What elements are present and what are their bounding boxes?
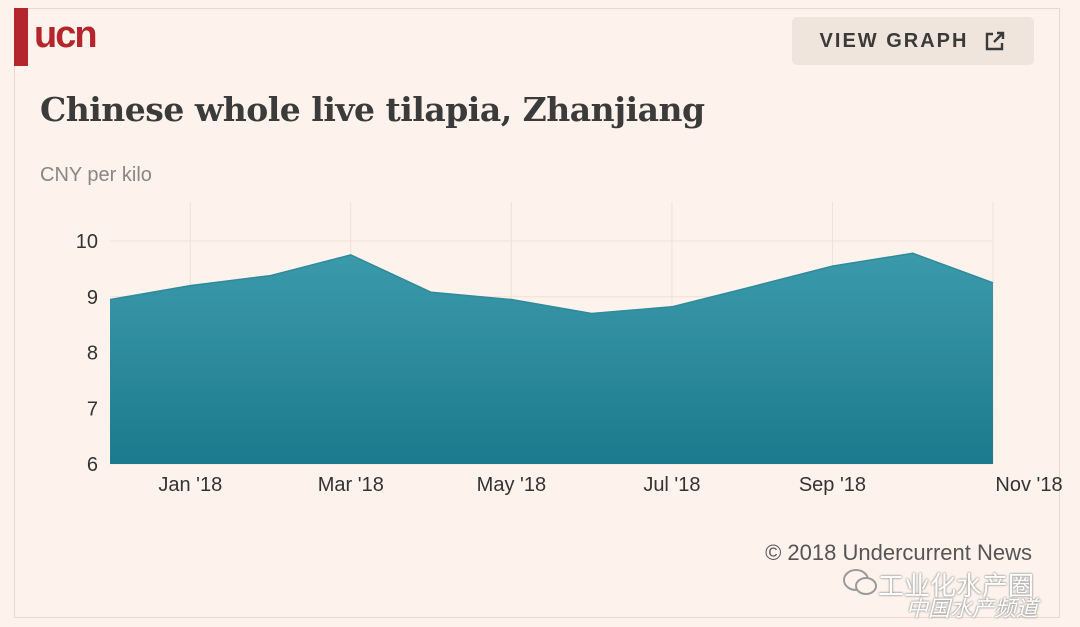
logo-bar [14,8,28,66]
area-series [110,253,993,464]
wechat-icon [842,567,878,602]
chart-title: Chinese whole live tilapia, Zhanjiang [40,90,705,129]
x-tick-label: Jan '18 [158,474,222,496]
view-graph-button[interactable]: VIEW GRAPH [792,17,1034,65]
y-tick-label: 7 [87,398,98,420]
y-tick-label: 10 [76,231,98,253]
copyright-text: © 2018 Undercurrent News [765,540,1032,565]
watermark-line-1: 工业化水产圈 [878,572,1035,602]
y-tick-label: 6 [87,454,98,476]
y-tick-label: 8 [87,343,98,365]
external-link-icon [984,30,1006,52]
x-tick-label: Sep '18 [799,474,866,496]
x-tick-label: May '18 [477,474,546,496]
area-series-line [109,252,994,315]
ucn-logo[interactable]: ucn [34,14,98,56]
x-tick-label: Nov '18 [995,474,1062,496]
x-tick-label: Mar '18 [318,474,384,496]
y-tick-label: 9 [87,287,98,309]
view-graph-label: VIEW GRAPH [819,29,969,52]
x-tick-label: Jul '18 [643,474,700,496]
y-axis-unit-label: CNY per kilo [40,164,152,186]
watermark-line-2: 中国水产频道 [906,597,1039,622]
